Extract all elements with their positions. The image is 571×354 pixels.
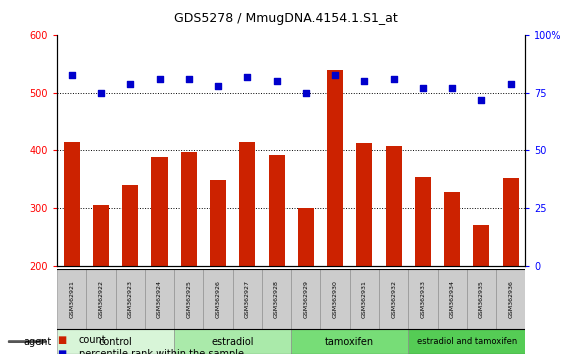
Bar [181,152,197,266]
Text: GSM362936: GSM362936 [508,280,513,318]
Bar [291,329,408,354]
Bar [415,177,431,266]
Point [96,90,106,96]
Point [214,83,223,89]
Bar [57,329,174,354]
Point [184,76,194,82]
Bar [473,225,489,266]
Text: ■: ■ [57,349,66,354]
Bar [174,269,203,329]
Point [331,72,340,78]
Bar [444,192,460,266]
Bar [298,208,314,266]
Text: estradiol and tamoxifen: estradiol and tamoxifen [417,337,517,346]
Bar [502,178,518,266]
Point [448,85,457,91]
Point [419,85,428,91]
Bar [379,269,408,329]
Text: percentile rank within the sample: percentile rank within the sample [79,349,244,354]
Bar [233,269,262,329]
Bar [86,269,115,329]
Text: GSM362935: GSM362935 [479,280,484,318]
Text: GSM362925: GSM362925 [186,280,191,318]
Text: count: count [79,335,106,345]
Point [360,79,369,84]
Text: GSM362926: GSM362926 [215,280,220,318]
Point [477,97,486,103]
Text: GSM362927: GSM362927 [245,280,250,318]
Bar [122,185,138,266]
Point [506,81,515,87]
Bar [349,269,379,329]
Text: GSM362924: GSM362924 [157,280,162,318]
Text: GSM362922: GSM362922 [98,280,103,318]
Bar [64,142,80,266]
Bar [174,329,291,354]
Text: GSM362934: GSM362934 [449,280,455,318]
Text: GSM362928: GSM362928 [274,280,279,318]
Bar [239,142,255,266]
Bar [262,269,291,329]
Text: GDS5278 / MmugDNA.4154.1.S1_at: GDS5278 / MmugDNA.4154.1.S1_at [174,12,397,25]
Text: agent: agent [23,337,51,347]
Point [389,76,398,82]
Point [67,72,77,78]
Bar [496,269,525,329]
Bar [356,143,372,266]
Bar [467,269,496,329]
Bar [408,329,525,354]
Bar [115,269,145,329]
Bar [268,155,284,266]
Text: GSM362923: GSM362923 [128,280,133,318]
Point [155,76,164,82]
Bar [408,269,437,329]
Bar [291,269,320,329]
Text: GSM362930: GSM362930 [332,280,337,318]
Text: GSM362932: GSM362932 [391,280,396,318]
Bar [210,181,226,266]
Bar [385,147,401,266]
Bar [437,269,467,329]
Point [272,79,281,84]
Point [243,74,252,80]
Text: control: control [99,337,132,347]
Bar [327,70,343,266]
Text: tamoxifen: tamoxifen [325,337,375,347]
Bar [93,205,109,266]
Text: GSM362929: GSM362929 [303,280,308,318]
Bar [145,269,174,329]
Text: GSM362931: GSM362931 [362,280,367,318]
Text: ■: ■ [57,335,66,345]
Bar [203,269,233,329]
Bar [151,157,167,266]
Bar [57,269,86,329]
Text: GSM362933: GSM362933 [420,280,425,318]
Point [126,81,135,87]
Text: estradiol: estradiol [211,337,254,347]
Text: GSM362921: GSM362921 [69,280,74,318]
Point [301,90,311,96]
Bar [320,269,349,329]
